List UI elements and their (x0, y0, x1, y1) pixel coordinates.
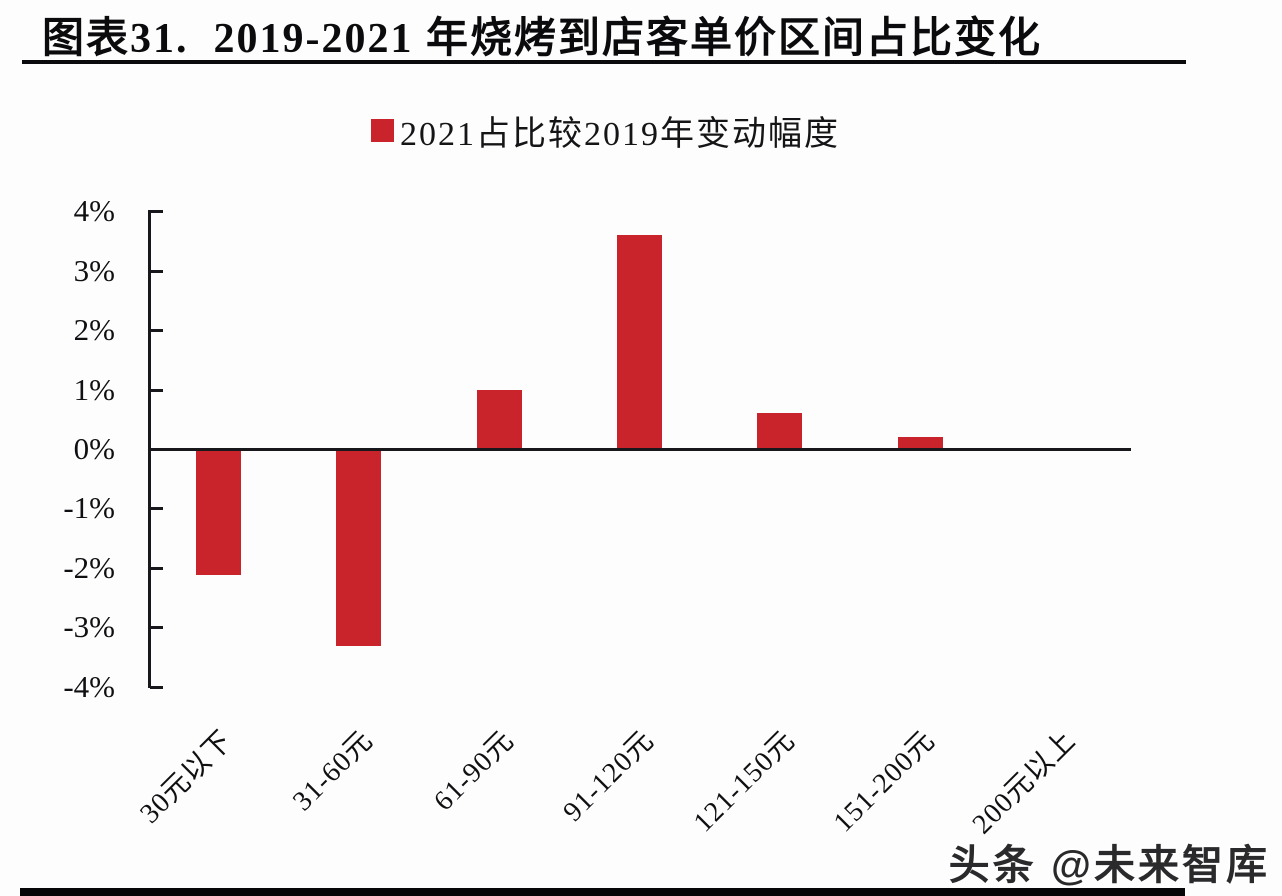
y-axis-tick (150, 388, 163, 392)
y-axis-tick-label: -2% (63, 549, 115, 585)
bar (476, 389, 522, 449)
figure-title: 图表31. 2019-2021 年烧烤到店客单价区间占比变化 (42, 16, 1042, 62)
y-axis-tick (150, 566, 163, 570)
y-axis-tick-label: 1% (73, 371, 115, 407)
x-axis-category-label: 30元以下 (134, 724, 240, 830)
y-axis-tick-label: 0% (73, 431, 115, 466)
y-axis-tick-label: 2% (73, 312, 115, 348)
y-axis-tick (150, 685, 163, 689)
y-axis-tick (150, 626, 163, 630)
y-axis-tick (150, 269, 163, 273)
y-axis-tick-label: 4% (73, 193, 115, 229)
watermark: 头条 @未来智库 (948, 842, 1270, 888)
y-axis-tick-label: 3% (73, 252, 115, 288)
zero-baseline (148, 448, 1131, 451)
x-axis-category-label: 91-120元 (557, 724, 661, 828)
legend: 2021占比较2019年变动幅度 (371, 110, 840, 153)
bottom-rule (20, 888, 1185, 896)
legend-label: 2021占比较2019年变动幅度 (400, 115, 840, 153)
bar (897, 437, 943, 449)
y-axis-tick (150, 210, 163, 214)
y-axis-tick-label: -1% (63, 490, 115, 526)
bar (336, 450, 382, 647)
y-axis-tick-label: -3% (63, 609, 115, 645)
y-axis-tick (150, 507, 163, 511)
x-axis-category-label: 121-150元 (687, 724, 801, 839)
x-axis-category-label: 200元以上 (966, 724, 1082, 841)
legend-swatch-icon (371, 118, 394, 142)
y-axis-tick (150, 329, 163, 333)
bar (757, 413, 803, 449)
bar (617, 235, 662, 449)
y-axis-tick-label: -4% (63, 668, 115, 704)
x-axis-category-label: 151-200元 (827, 724, 942, 839)
x-axis-category-label: 31-60元 (287, 724, 380, 818)
x-axis-category-label: 61-90元 (427, 724, 520, 818)
title-underline (22, 60, 1186, 64)
bar (195, 450, 241, 575)
